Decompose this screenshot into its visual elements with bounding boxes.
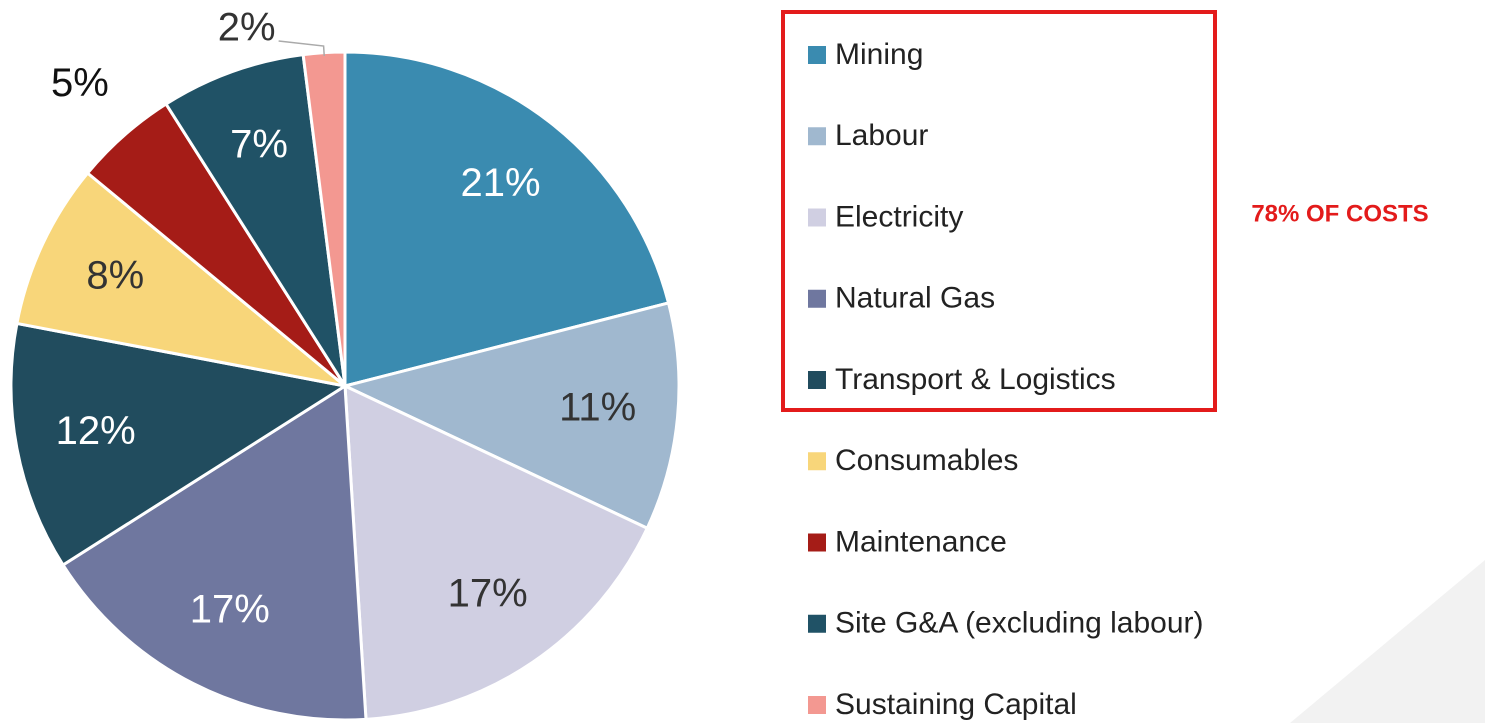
pie-slice — [163, 52, 347, 387]
slice-label: 8% — [86, 253, 144, 297]
legend-swatch — [808, 208, 826, 227]
legend-swatch — [808, 614, 826, 633]
pie-slice — [340, 301, 681, 531]
slice-label: 2% — [218, 6, 276, 50]
legend-swatch — [808, 371, 826, 389]
pie-slice — [343, 383, 650, 721]
legend-swatch — [808, 533, 826, 552]
legend-label: Labour — [835, 119, 928, 152]
slice-label: 7% — [230, 123, 288, 167]
legend-label: Maintenance — [835, 525, 1007, 558]
pie-slice — [9, 321, 350, 568]
slice-label: 11% — [559, 385, 636, 429]
slice-label: 12% — [56, 409, 136, 453]
highlight-box — [781, 10, 1217, 412]
legend-swatch — [808, 289, 826, 308]
pie-slice — [343, 50, 671, 388]
legend-label: Mining — [835, 38, 923, 71]
slice-label: 17% — [190, 588, 270, 632]
decoration — [1290, 560, 1485, 723]
pie-slice — [15, 170, 346, 388]
pie-slice — [60, 383, 368, 722]
legend-label: Natural Gas — [835, 282, 995, 315]
annotation: 78% OF COSTS — [1251, 200, 1428, 227]
legend-label: Electricity — [835, 200, 963, 233]
legend-swatch — [808, 452, 826, 471]
legend-swatch — [808, 696, 826, 714]
legend-label: Sustaining Capital — [835, 688, 1077, 721]
legend-swatch — [808, 127, 826, 146]
legend-label: Consumables — [835, 444, 1018, 477]
slice-label: 5% — [51, 61, 109, 105]
slice-label: 21% — [461, 161, 541, 205]
slice-label: 17% — [448, 572, 528, 616]
legend-label: Site G&A (excluding labour) — [835, 607, 1204, 640]
legend-swatch — [808, 46, 826, 64]
leader-line — [278, 40, 325, 57]
legend-label: Transport & Logistics — [835, 363, 1116, 396]
